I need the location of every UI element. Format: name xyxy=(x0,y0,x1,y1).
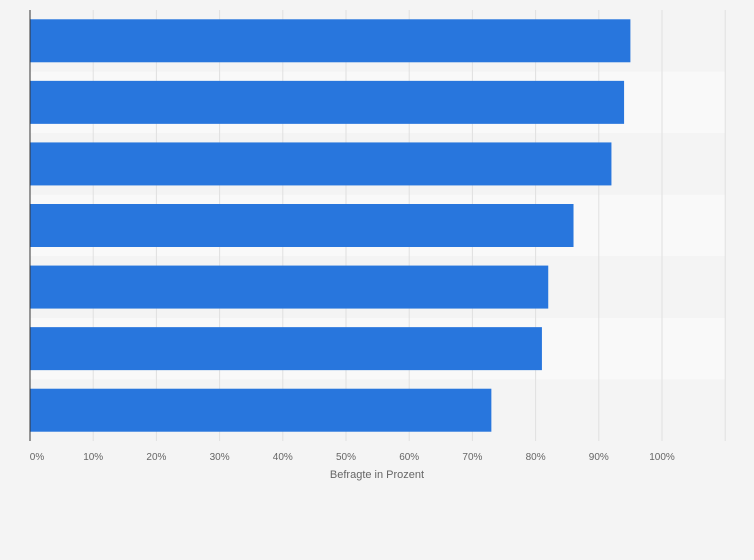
bar xyxy=(30,265,549,309)
x-axis-ticks: 0% 10% 20% 30% 40% 50% 60% 70% 80% 90% 100% xyxy=(30,452,675,463)
x-tick-label: 10% xyxy=(83,452,103,463)
x-tick-label: 40% xyxy=(273,452,293,463)
bar xyxy=(30,388,492,432)
x-tick-label: 90% xyxy=(589,452,609,463)
bar xyxy=(30,19,631,63)
x-tick-label: 20% xyxy=(146,452,166,463)
x-tick-label: 100% xyxy=(649,452,675,463)
x-tick-label: 0% xyxy=(30,452,45,463)
x-tick-label: 50% xyxy=(336,452,356,463)
bar xyxy=(30,80,625,124)
bar xyxy=(30,204,574,247)
x-tick-label: 80% xyxy=(526,452,546,463)
x-tick-label: 70% xyxy=(462,452,482,463)
bar xyxy=(30,142,612,186)
x-tick-label: 30% xyxy=(210,452,230,463)
bars xyxy=(30,19,631,432)
x-axis-title: Befragte in Prozent xyxy=(330,469,424,481)
bar xyxy=(30,327,542,371)
x-tick-label: 60% xyxy=(399,452,419,463)
